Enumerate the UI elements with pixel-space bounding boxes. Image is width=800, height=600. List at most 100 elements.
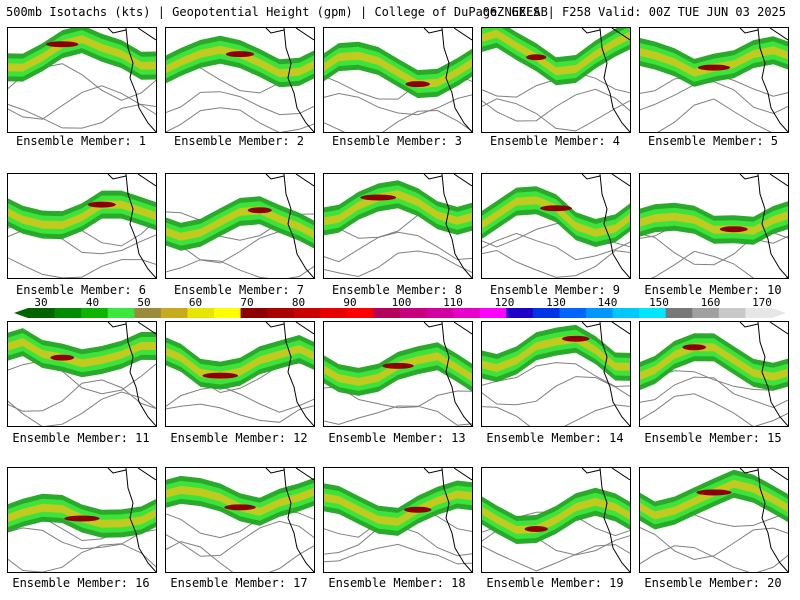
coastline [739, 468, 788, 572]
jet-core-max [50, 354, 75, 361]
ensemble-member-map [639, 27, 789, 133]
ensemble-member-label: Ensemble Member: 7 [173, 283, 305, 297]
height-contour [324, 231, 472, 263]
colorbar-arrow-right [772, 308, 786, 318]
isotach-map [324, 174, 472, 278]
coastline [265, 468, 314, 572]
jet-stream-band [8, 28, 156, 82]
colorbar-segment [107, 308, 135, 318]
isotach-map [482, 468, 630, 572]
jet-core-max [524, 526, 548, 533]
height-contour [640, 376, 788, 409]
jet-stream-band [482, 28, 630, 81]
jet-core-max [540, 205, 572, 212]
jet-stream-band [324, 51, 472, 89]
ensemble-member-map [165, 321, 315, 427]
coastline [739, 28, 788, 132]
jet-stream-band [482, 324, 630, 382]
ensemble-member-map [481, 173, 631, 279]
jet-stream-band [482, 329, 630, 377]
ensemble-member-label: Ensemble Member: 12 [170, 431, 308, 445]
ensemble-member-label: Ensemble Member: 10 [644, 283, 782, 297]
colorbar-tick-label: 40 [85, 296, 100, 309]
ensemble-member-label: Ensemble Member: 3 [331, 134, 463, 148]
jet-stream-band [482, 196, 630, 237]
jet-stream-band [8, 333, 156, 373]
ensemble-member-label: Ensemble Member: 8 [331, 283, 463, 297]
colorbar-segment [346, 308, 374, 318]
ensemble-member-map [481, 27, 631, 133]
run-info: 06Z GEFS | F258 Valid: 00Z TUE JUN 03 20… [482, 5, 786, 19]
colorbar-segment [692, 308, 720, 318]
isotach-map [8, 322, 156, 426]
ensemble-member-label: Ensemble Member: 9 [489, 283, 621, 297]
colorbar-segment [240, 308, 268, 318]
height-contour [8, 379, 156, 412]
jet-stream-band [166, 345, 314, 380]
colorbar-segment [267, 308, 295, 318]
height-contour [657, 98, 772, 132]
jet-core-max [697, 64, 731, 71]
ensemble-member-label: Ensemble Member: 20 [644, 576, 782, 590]
ensemble-member-map [639, 173, 789, 279]
coastline [423, 468, 472, 572]
colorbar-segment [293, 308, 321, 318]
isotach-map [8, 174, 156, 278]
height-contour [8, 527, 156, 550]
jet-core-max [405, 81, 430, 88]
height-contour [166, 541, 314, 572]
ensemble-member-label: Ensemble Member: 5 [647, 134, 779, 148]
coastline [107, 28, 156, 132]
isotach-map [640, 322, 788, 426]
jet-core-max [224, 504, 256, 511]
height-contour [640, 81, 788, 115]
coastline [739, 322, 788, 426]
jet-core-max [225, 51, 255, 58]
jet-core-max [382, 362, 414, 369]
jet-stream-band [8, 338, 156, 368]
coastline [107, 174, 156, 278]
colorbar-segment [400, 308, 428, 318]
colorbar-segment [559, 308, 587, 318]
coastline [581, 322, 630, 426]
colorbar-segment [639, 308, 667, 318]
isotach-map [640, 468, 788, 572]
height-contour [650, 250, 788, 278]
height-contour [8, 543, 156, 572]
height-contour [482, 544, 630, 572]
jet-stream-band [166, 485, 314, 516]
ensemble-member-map [639, 321, 789, 427]
jet-stream-band [8, 328, 156, 378]
ensemble-member-map [7, 27, 157, 133]
ensemble-member-map [323, 173, 473, 279]
isotach-map [324, 28, 472, 132]
jet-stream-band [166, 45, 314, 78]
coastline [581, 468, 630, 572]
colorbar-tick-label: 100 [391, 296, 412, 309]
colorbar-tick-label: 140 [597, 296, 618, 309]
isotach-map [166, 468, 314, 572]
isotach-map [640, 174, 788, 278]
jet-stream-band [640, 343, 788, 381]
colorbar-segment [134, 308, 162, 318]
colorbar-segment [665, 308, 693, 318]
colorbar-segment [373, 308, 401, 318]
colorbar-arrow-left [14, 308, 28, 318]
isotach-map [166, 322, 314, 426]
height-contour [166, 520, 314, 557]
ensemble-member-map [7, 467, 157, 573]
height-contour [640, 545, 788, 572]
ensemble-member-map [481, 321, 631, 427]
height-contour [166, 107, 314, 132]
jet-stream-band [324, 352, 472, 386]
jet-stream-band [8, 35, 156, 72]
jet-core-max [404, 506, 432, 513]
isotach-map [166, 174, 314, 278]
colorbar-segment [426, 308, 454, 318]
height-contour [8, 103, 156, 129]
colorbar-tick-label: 160 [700, 296, 721, 309]
height-contour [640, 527, 788, 561]
jet-core-max [696, 489, 732, 496]
ensemble-member-map [323, 27, 473, 133]
ensemble-member-label: Ensemble Member: 1 [15, 134, 147, 148]
